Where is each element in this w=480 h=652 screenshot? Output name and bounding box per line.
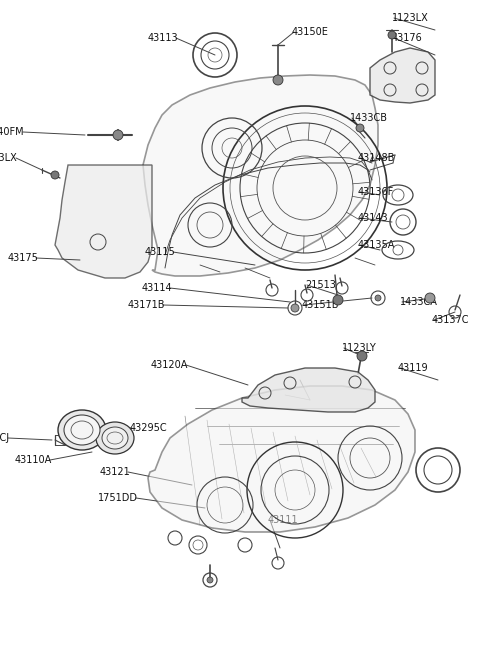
- Text: 1431CJ: 1431CJ: [0, 433, 10, 443]
- Text: 1123LX: 1123LX: [392, 13, 429, 23]
- Circle shape: [273, 75, 283, 85]
- Text: 43171B: 43171B: [128, 300, 165, 310]
- Ellipse shape: [64, 415, 100, 445]
- Text: 43121: 43121: [99, 467, 130, 477]
- Text: 43150E: 43150E: [292, 27, 329, 37]
- Ellipse shape: [102, 427, 128, 449]
- Circle shape: [51, 171, 59, 179]
- Polygon shape: [148, 386, 415, 532]
- Polygon shape: [143, 75, 378, 276]
- Text: 43176: 43176: [392, 33, 423, 43]
- Text: 1433CA: 1433CA: [400, 297, 438, 307]
- Text: 43295C: 43295C: [130, 423, 168, 433]
- Ellipse shape: [58, 410, 106, 450]
- Text: 1433CB: 1433CB: [350, 113, 388, 123]
- Text: 43119: 43119: [398, 363, 429, 373]
- Ellipse shape: [96, 422, 134, 454]
- Polygon shape: [55, 165, 152, 278]
- Text: 43143: 43143: [358, 213, 389, 223]
- Text: 43114: 43114: [142, 283, 172, 293]
- Text: 43136F: 43136F: [358, 187, 394, 197]
- Text: 43151B: 43151B: [302, 300, 339, 310]
- Text: 43148B: 43148B: [358, 153, 396, 163]
- Polygon shape: [242, 368, 375, 412]
- Circle shape: [356, 124, 364, 132]
- Text: 43135A: 43135A: [358, 240, 396, 250]
- Circle shape: [425, 293, 435, 303]
- Text: 43120A: 43120A: [151, 360, 188, 370]
- Circle shape: [291, 304, 299, 312]
- Text: 43115: 43115: [144, 247, 175, 257]
- Text: 43111: 43111: [268, 515, 299, 525]
- Text: 1751DD: 1751DD: [98, 493, 138, 503]
- Polygon shape: [370, 48, 435, 103]
- Text: 1140FM: 1140FM: [0, 127, 25, 137]
- Circle shape: [333, 295, 343, 305]
- Circle shape: [375, 295, 381, 301]
- Text: 21513: 21513: [305, 280, 336, 290]
- Circle shape: [388, 31, 396, 39]
- Text: 1123LX: 1123LX: [0, 153, 18, 163]
- Text: 1123LY: 1123LY: [342, 343, 377, 353]
- Text: 43113: 43113: [147, 33, 178, 43]
- Text: 43110A: 43110A: [15, 455, 52, 465]
- Text: 43175: 43175: [7, 253, 38, 263]
- Text: 43137C: 43137C: [432, 315, 469, 325]
- Circle shape: [207, 577, 213, 583]
- Circle shape: [357, 351, 367, 361]
- Circle shape: [113, 130, 123, 140]
